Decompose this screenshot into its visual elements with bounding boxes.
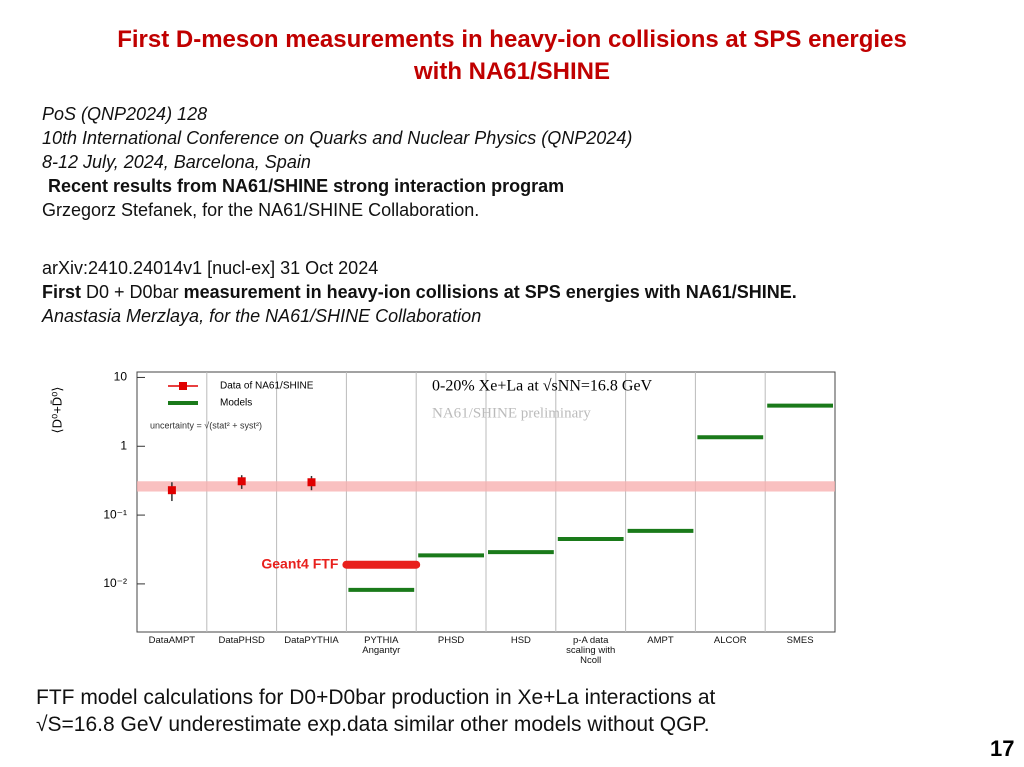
x-tick-label: AMPT [647,635,674,646]
chart-subtitle: NA61/SHINE preliminary [432,405,591,421]
reference: PoS (QNP2024) 128 10th International Con… [42,102,872,222]
x-tick-label: DataAMPT [148,635,196,646]
y-tick-label: 10⁻¹ [103,507,127,521]
talk-title: Recent results from NA61/SHINE strong in… [48,176,565,196]
page-number: 17 [990,736,1015,761]
legend-label: Models [220,398,252,409]
title-part: measurement in heavy-ion collisions at S… [183,282,797,302]
legend-note: uncertainty = √(stat² + syst²) [150,420,262,430]
legend-label: Data of NA61/SHINE [220,381,314,392]
title-part: First [42,282,82,302]
y-tick-label: 10⁻² [103,576,127,590]
legend-swatch [179,382,187,390]
data-point [237,477,246,486]
caption-line: √S=16.8 GeV underestimate exp.data simil… [36,713,710,736]
x-tick-label: HSD [510,635,531,646]
x-tick-label: PHSD [437,635,465,646]
data-point [167,486,176,495]
title-line: with NA61/SHINE [413,58,611,85]
y-tick-label: 1 [120,438,127,452]
y-tick-label: 10 [114,370,128,384]
caption: FTF model calculations for D0+D0bar prod… [36,684,936,738]
slide-title: First D-meson measurements in heavy-ion … [0,24,1024,88]
ref-line: 10th International Conference on Quarks … [42,128,633,148]
reference: arXiv:2410.24014v1 [nucl-ex] 31 Oct 2024… [42,256,872,328]
x-tick-label: SMES [786,635,814,646]
x-tick-label: DataPHSD [218,635,265,646]
x-tick-label: DataPYTHIA [284,635,339,646]
x-tick-label: PYTHIA Angantyr [362,635,401,656]
chart-title: 0-20% Xe+La at √sNN=16.8 GeV [432,378,653,395]
x-tick-label: p-A data scaling with Ncoll [566,635,616,666]
title-line: First D-meson measurements in heavy-ion … [117,26,907,53]
ref-line: 8-12 July, 2024, Barcelona, Spain [42,152,311,172]
uncertainty-band [137,481,835,492]
author: Anastasia Merzlaya, for the NA61/SHINE C… [42,306,482,326]
title-part: D0 + D0bar [86,282,179,302]
caption-line: FTF model calculations for D0+D0bar prod… [36,686,716,709]
y-axis-label: ⟨D⁰+D̄⁰⟩ [49,387,64,434]
paper-title: First D0 + D0bar measurement in heavy-io… [42,280,872,304]
plot-area [136,371,836,633]
ref-line: PoS (QNP2024) 128 [42,104,208,124]
x-tick-label: ALCOR [713,635,747,646]
ftf-label: Geant4 FTF [261,555,338,571]
author: Grzegorz Stefanek, for the NA61/SHINE Co… [42,200,480,220]
data-point [307,478,316,487]
arxiv-id: arXiv:2410.24014v1 [nucl-ex] 31 Oct 2024 [42,258,379,278]
